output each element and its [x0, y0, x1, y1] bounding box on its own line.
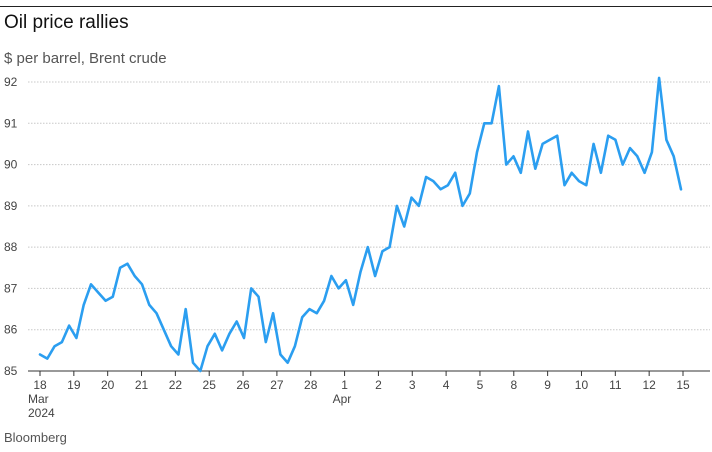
- x-tick-sublabel: Apr: [333, 392, 352, 406]
- chart-title: Oil price rallies: [4, 12, 129, 33]
- x-tick-label: 25: [203, 378, 217, 392]
- x-tick-label: 12: [642, 378, 656, 392]
- x-tick-label: 2: [375, 378, 382, 392]
- gridlines: [28, 81, 710, 372]
- x-tick-sublabel: 2024: [28, 406, 55, 420]
- x-tick-label: 15: [676, 378, 690, 392]
- chart-subtitle: $ per barrel, Brent crude: [4, 50, 167, 67]
- y-tick-label: 85: [4, 364, 18, 378]
- y-tick-labels: 85 86 87 88 89 90 91 92: [4, 75, 18, 378]
- series-group: [38, 76, 683, 373]
- source-label: Bloomberg: [4, 430, 67, 445]
- y-tick-label: 92: [4, 75, 18, 89]
- x-tick-label: 10: [575, 378, 589, 392]
- x-tick-label: 3: [409, 378, 416, 392]
- y-tick-label: 89: [4, 199, 18, 213]
- x-tick-label: 19: [67, 378, 81, 392]
- x-tick-label: 21: [135, 378, 149, 392]
- x-tick-label: 28: [304, 378, 318, 392]
- y-tick-label: 87: [4, 281, 18, 295]
- y-tick-label: 88: [4, 240, 18, 254]
- x-tick-label: 1: [341, 378, 348, 392]
- x-tick-label: 22: [169, 378, 183, 392]
- x-tick-label: 26: [236, 378, 250, 392]
- top-rule: [0, 6, 712, 7]
- x-tick-label: 5: [477, 378, 484, 392]
- x-tick-sublabel: Mar: [28, 392, 49, 406]
- y-tick-label: 86: [4, 323, 18, 337]
- x-tick-label: 8: [510, 378, 517, 392]
- y-tick-label: 91: [4, 116, 18, 130]
- series-line: [38, 76, 683, 373]
- x-tick-label: 9: [544, 378, 551, 392]
- x-tick-label: 27: [270, 378, 284, 392]
- x-tick-label: 18: [33, 378, 47, 392]
- x-tick-label: 11: [609, 378, 622, 392]
- x-tick-label: 20: [101, 378, 115, 392]
- y-tick-label: 90: [4, 158, 18, 172]
- x-tick-label: 4: [443, 378, 450, 392]
